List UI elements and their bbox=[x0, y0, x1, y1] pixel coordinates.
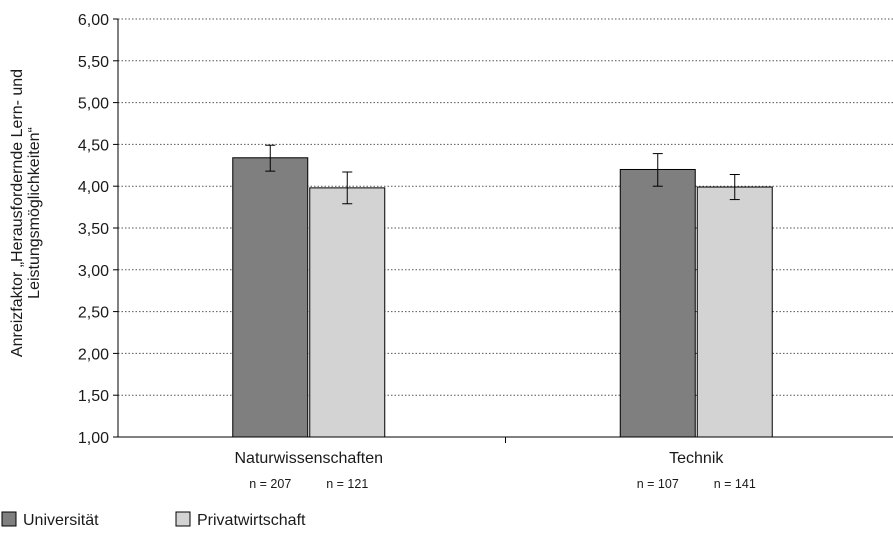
bar-0-1 bbox=[619, 168, 696, 438]
axes bbox=[113, 18, 893, 443]
y-tick-label: 1,50 bbox=[78, 388, 109, 405]
y-tick-label: 6,00 bbox=[78, 12, 109, 29]
bar-1-1 bbox=[696, 186, 773, 438]
y-tick-label: 2,50 bbox=[78, 305, 109, 322]
bar-1-0 bbox=[309, 187, 386, 438]
labels: 1,00 1,50 2,00 2,50 3,00 3,50 4,00 4,50 5,00 5,50… bbox=[9, 12, 756, 491]
legend-label: Privatwirtschaft bbox=[197, 512, 306, 529]
y-tick-label: 5,50 bbox=[78, 54, 109, 71]
y-tick-label: 1,00 bbox=[78, 430, 109, 447]
y-tick-label: 3,50 bbox=[78, 221, 109, 238]
legend-swatch bbox=[1, 511, 17, 527]
y-tick-label: 3,00 bbox=[78, 263, 109, 280]
y-tick-label: 4,00 bbox=[78, 179, 109, 196]
y-tick-label: 4,50 bbox=[78, 137, 109, 154]
legend-label: Universität bbox=[23, 512, 99, 529]
y-tick-label: 5,00 bbox=[78, 96, 109, 113]
n-label: n = 207 bbox=[249, 477, 291, 491]
category-label: Technik bbox=[669, 450, 724, 467]
y-axis-label-line: Leistungsmöglichkeiten“ bbox=[26, 127, 43, 299]
n-label: n = 141 bbox=[714, 477, 756, 491]
n-label: n = 121 bbox=[326, 477, 368, 491]
y-tick-label: 2,00 bbox=[78, 346, 109, 363]
category-label: Naturwissenschaften bbox=[234, 450, 383, 467]
legend-swatch bbox=[175, 511, 191, 527]
n-label: n = 107 bbox=[637, 477, 679, 491]
bars bbox=[232, 144, 773, 438]
y-axis-label-line: Anreizfaktor „Herausfordernde Lern- und bbox=[9, 69, 26, 357]
bar-0-0 bbox=[232, 157, 309, 438]
legend: Universität Privatwirtschaft bbox=[1, 511, 306, 529]
y-axis-label: Anreizfaktor „Herausfordernde Lern- und L… bbox=[9, 69, 43, 357]
